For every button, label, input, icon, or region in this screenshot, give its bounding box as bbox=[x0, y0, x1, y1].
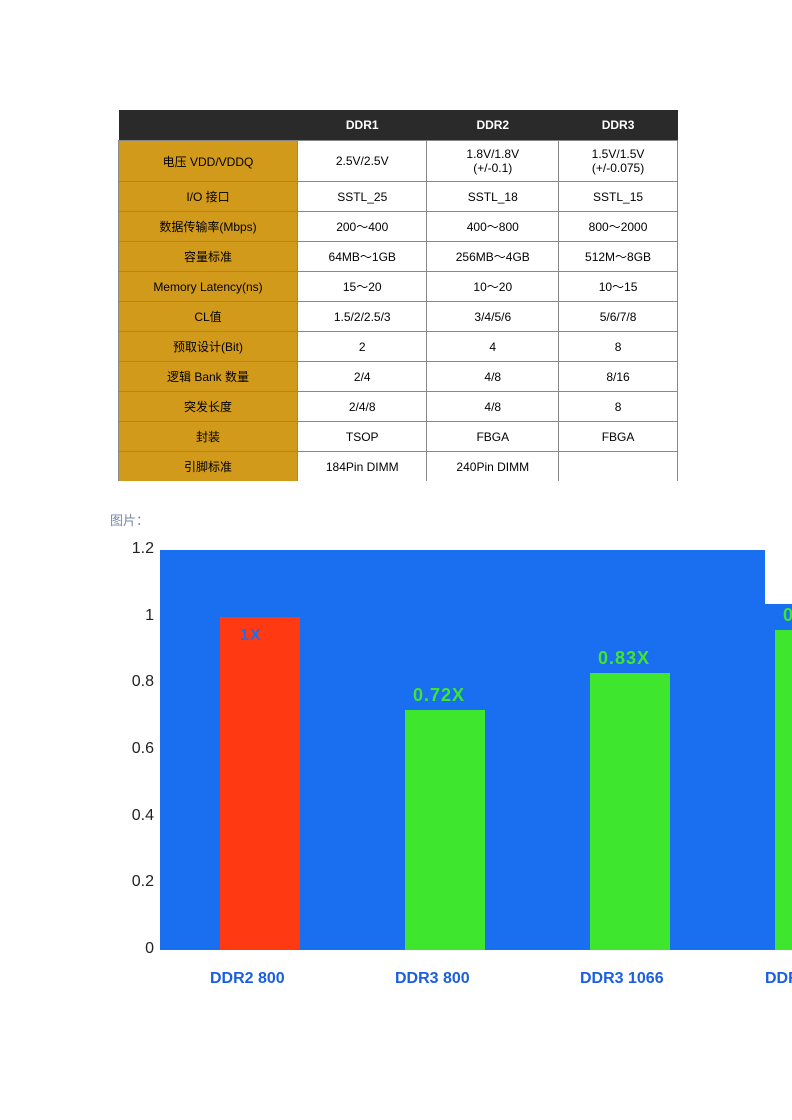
chart-ytick: 0.8 bbox=[110, 673, 154, 691]
table-header-blank bbox=[119, 110, 298, 141]
table-cell: 4 bbox=[427, 332, 559, 362]
table-cell: 2/4/8 bbox=[298, 392, 427, 422]
table-cell: FBGA bbox=[427, 422, 559, 452]
table-row: 封装TSOPFBGAFBGA bbox=[119, 422, 678, 452]
chart-bar-label: 0. bbox=[783, 605, 792, 626]
table-cell: 64MB～1GB bbox=[298, 242, 427, 272]
table-header-ddr1: DDR1 bbox=[298, 110, 427, 141]
chart-xtick: DDR3 1066 bbox=[580, 970, 664, 988]
table-cell: 200～400 bbox=[298, 212, 427, 242]
table-cell: 1.5/2/2.5/3 bbox=[298, 302, 427, 332]
table-cell: FBGA bbox=[559, 422, 678, 452]
ddr-comparison-table: DDR1 DDR2 DDR3 电压 VDD/VDDQ2.5V/2.5V1.8V/… bbox=[118, 110, 678, 481]
chart-bar-label: 0.83X bbox=[598, 648, 650, 669]
table-row-label: I/O 接口 bbox=[119, 182, 298, 212]
table-cell: 184Pin DIMM bbox=[298, 452, 427, 482]
table-cell: 256MB～4GB bbox=[427, 242, 559, 272]
table-row: CL值1.5/2/2.5/33/4/5/65/6/7/8 bbox=[119, 302, 678, 332]
table-header-ddr3: DDR3 bbox=[559, 110, 678, 141]
chart-ytick: 0.2 bbox=[110, 873, 154, 891]
table-row: 容量标准64MB～1GB256MB～4GB512M～8GB bbox=[119, 242, 678, 272]
table-cell: 2 bbox=[298, 332, 427, 362]
table-row: 突发长度2/4/84/88 bbox=[119, 392, 678, 422]
table-body: 电压 VDD/VDDQ2.5V/2.5V1.8V/1.8V(+/-0.1)1.5… bbox=[119, 141, 678, 482]
table-cell: 240Pin DIMM bbox=[427, 452, 559, 482]
table-cell: 800～2000 bbox=[559, 212, 678, 242]
table-row: 引脚标准184Pin DIMM240Pin DIMM bbox=[119, 452, 678, 482]
table-row-label: 电压 VDD/VDDQ bbox=[119, 141, 298, 182]
chart-ytick: 1 bbox=[110, 607, 154, 625]
table-cell: 2.5V/2.5V bbox=[298, 141, 427, 182]
table-row: 预取设计(Bit)248 bbox=[119, 332, 678, 362]
table-cell: 15～20 bbox=[298, 272, 427, 302]
page-root: DDR1 DDR2 DDR3 电压 VDD/VDDQ2.5V/2.5V1.8V/… bbox=[0, 0, 792, 1120]
chart-cutout bbox=[765, 550, 792, 604]
table-cell: 8 bbox=[559, 332, 678, 362]
table-row: I/O 接口SSTL_25SSTL_18SSTL_15 bbox=[119, 182, 678, 212]
table-cell: SSTL_18 bbox=[427, 182, 559, 212]
chart-bar bbox=[220, 617, 300, 950]
power-chart: 1X 0.72X 0.83X 0. 0 0.2 0.4 0.6 0.8 1 1.2 DDR2 80… bbox=[110, 532, 792, 992]
table-row-label: 数据传输率(Mbps) bbox=[119, 212, 298, 242]
table-row-label: 封装 bbox=[119, 422, 298, 452]
table-cell: 400～800 bbox=[427, 212, 559, 242]
chart-xtick: DDR bbox=[765, 970, 792, 988]
table-cell: 5/6/7/8 bbox=[559, 302, 678, 332]
chart-ytick: 0.6 bbox=[110, 740, 154, 758]
table-cell: 3/4/5/6 bbox=[427, 302, 559, 332]
table-row: Memory Latency(ns)15～2010～2010～15 bbox=[119, 272, 678, 302]
table-row: 逻辑 Bank 数量2/44/88/16 bbox=[119, 362, 678, 392]
table-row: 电压 VDD/VDDQ2.5V/2.5V1.8V/1.8V(+/-0.1)1.5… bbox=[119, 141, 678, 182]
image-label: 图片： bbox=[110, 510, 149, 529]
table-cell: 1.8V/1.8V(+/-0.1) bbox=[427, 141, 559, 182]
chart-bar-label: 0.72X bbox=[413, 685, 465, 706]
table-cell: SSTL_25 bbox=[298, 182, 427, 212]
table-cell bbox=[559, 452, 678, 482]
table-cell: 512M～8GB bbox=[559, 242, 678, 272]
table-cell: 8 bbox=[559, 392, 678, 422]
table-cell: TSOP bbox=[298, 422, 427, 452]
chart-xtick: DDR2 800 bbox=[210, 970, 285, 988]
table-row-label: 突发长度 bbox=[119, 392, 298, 422]
table-cell: 1.5V/1.5V(+/-0.075) bbox=[559, 141, 678, 182]
chart-bar bbox=[775, 630, 792, 950]
chart-ytick: 0 bbox=[110, 940, 154, 958]
table-cell: 8/16 bbox=[559, 362, 678, 392]
table-cell: 4/8 bbox=[427, 362, 559, 392]
table-row-label: 预取设计(Bit) bbox=[119, 332, 298, 362]
table-cell: 10～15 bbox=[559, 272, 678, 302]
chart-bar bbox=[590, 673, 670, 950]
chart-plot-area: 1X 0.72X 0.83X 0. bbox=[160, 550, 792, 950]
table-row: 数据传输率(Mbps)200～400400～800800～2000 bbox=[119, 212, 678, 242]
table-header-ddr2: DDR2 bbox=[427, 110, 559, 141]
chart-bar bbox=[405, 710, 485, 950]
table-row-label: CL值 bbox=[119, 302, 298, 332]
table-cell: 2/4 bbox=[298, 362, 427, 392]
chart-bar-label: 1X bbox=[240, 627, 262, 645]
table-row-label: Memory Latency(ns) bbox=[119, 272, 298, 302]
table-row-label: 逻辑 Bank 数量 bbox=[119, 362, 298, 392]
table-row-label: 容量标准 bbox=[119, 242, 298, 272]
table-row-label: 引脚标准 bbox=[119, 452, 298, 482]
table-cell: 4/8 bbox=[427, 392, 559, 422]
chart-ytick: 1.2 bbox=[110, 540, 154, 558]
chart-ytick: 0.4 bbox=[110, 807, 154, 825]
table-header-row: DDR1 DDR2 DDR3 bbox=[119, 110, 678, 141]
chart-xtick: DDR3 800 bbox=[395, 970, 470, 988]
table-cell: SSTL_15 bbox=[559, 182, 678, 212]
table-cell: 10～20 bbox=[427, 272, 559, 302]
